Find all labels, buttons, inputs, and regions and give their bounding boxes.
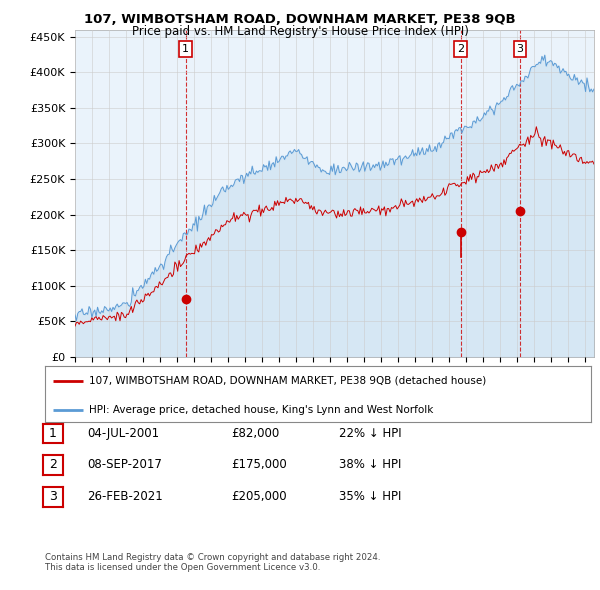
Text: £205,000: £205,000 bbox=[231, 490, 287, 503]
Text: 3: 3 bbox=[517, 44, 523, 54]
Text: 107, WIMBOTSHAM ROAD, DOWNHAM MARKET, PE38 9QB: 107, WIMBOTSHAM ROAD, DOWNHAM MARKET, PE… bbox=[84, 13, 516, 26]
Text: Contains HM Land Registry data © Crown copyright and database right 2024.: Contains HM Land Registry data © Crown c… bbox=[45, 553, 380, 562]
Text: 1: 1 bbox=[182, 44, 189, 54]
Text: £175,000: £175,000 bbox=[231, 458, 287, 471]
Text: 04-JUL-2001: 04-JUL-2001 bbox=[87, 427, 159, 440]
Text: Price paid vs. HM Land Registry's House Price Index (HPI): Price paid vs. HM Land Registry's House … bbox=[131, 25, 469, 38]
Text: 3: 3 bbox=[49, 490, 57, 503]
Text: 2: 2 bbox=[49, 458, 57, 471]
Text: 2: 2 bbox=[457, 44, 464, 54]
Text: 26-FEB-2021: 26-FEB-2021 bbox=[87, 490, 163, 503]
Text: 22% ↓ HPI: 22% ↓ HPI bbox=[339, 427, 401, 440]
Text: 1: 1 bbox=[49, 427, 57, 440]
Text: 107, WIMBOTSHAM ROAD, DOWNHAM MARKET, PE38 9QB (detached house): 107, WIMBOTSHAM ROAD, DOWNHAM MARKET, PE… bbox=[89, 376, 486, 386]
Text: 08-SEP-2017: 08-SEP-2017 bbox=[87, 458, 162, 471]
Text: HPI: Average price, detached house, King's Lynn and West Norfolk: HPI: Average price, detached house, King… bbox=[89, 405, 433, 415]
Text: 35% ↓ HPI: 35% ↓ HPI bbox=[339, 490, 401, 503]
Text: £82,000: £82,000 bbox=[231, 427, 279, 440]
Text: 38% ↓ HPI: 38% ↓ HPI bbox=[339, 458, 401, 471]
Text: This data is licensed under the Open Government Licence v3.0.: This data is licensed under the Open Gov… bbox=[45, 563, 320, 572]
